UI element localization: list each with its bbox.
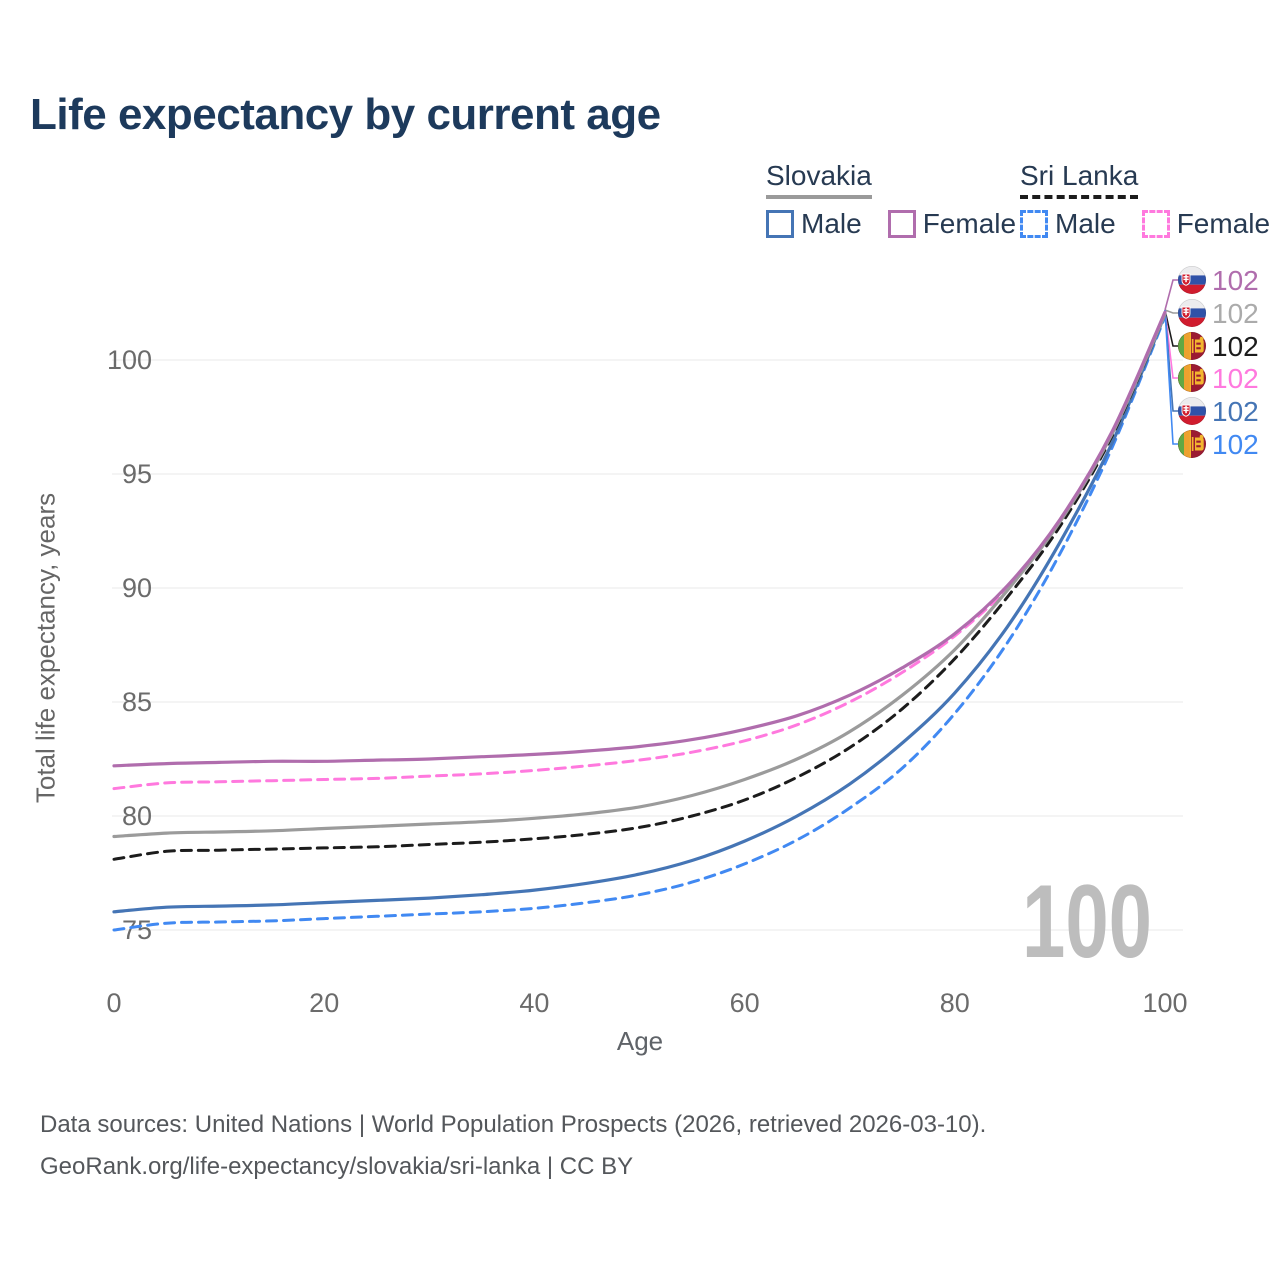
x-tick-label: 40 [519,988,549,1018]
legend-label: Female [1176,208,1271,239]
slovakia-male-swatch-icon [766,210,794,238]
legend-label: Male [1055,208,1116,239]
legend-item-sri-lanka-female: Female [1141,208,1271,240]
end-value-label: 102 [1212,429,1259,460]
footer-data-sources: Data sources: United Nations | World Pop… [40,1111,987,1138]
slovakia-flag-icon [1177,265,1207,295]
y-tick-label: 75 [122,915,152,945]
end-value-label: 102 [1212,265,1259,296]
end-label-leader [1164,309,1178,379]
y-tick-label: 85 [122,687,152,717]
legend-label: Male [801,208,862,239]
series-line-slovakia-female [112,310,1167,768]
legend-item-slovakia-male: Male [766,208,862,240]
legend-item-sri-lanka-male: Male [1020,208,1116,240]
slovakia-female-swatch-icon [887,210,916,238]
legend-country-slovakia: Slovakia [766,160,872,199]
y-axis-title: Total life expectancy, years [30,492,61,804]
end-value-label: 102 [1212,396,1259,427]
end-label-leader [1164,309,1178,347]
end-label-leader [1164,309,1178,314]
slovakia-flag-icon [1177,298,1207,328]
end-value-label: 102 [1212,298,1259,329]
x-tick-label: 20 [309,988,339,1018]
end-value-label: 102 [1212,363,1259,394]
legend-label: Female [922,208,1017,239]
series-line-slovakia-male [112,312,1167,914]
series-line-sri-lanka [112,312,1167,861]
footer: Data sources: United Nations | World Pop… [40,1104,986,1188]
legend-group-sri-lanka: Sri Lanka Male Female [1020,160,1270,240]
end-label-leader [1164,279,1178,311]
legend-items-slovakia: Male Female [766,208,1016,240]
legend-group-slovakia: Slovakia Male Female [766,160,1016,240]
series-line-sri-lanka-female [112,310,1167,791]
legend-country-sri-lanka: Sri Lanka [1020,160,1139,199]
end-value-label: 102 [1212,331,1259,362]
legend-items-sri-lanka: Male Female [1020,208,1270,240]
series-line-sri-lanka-male [112,315,1167,932]
y-tick-label: 80 [122,801,152,831]
x-axis-title: Age [616,1026,664,1056]
sri-lanka-male-swatch-icon [1020,210,1048,238]
sri-lanka-female-swatch-icon [1141,210,1170,238]
y-tick-label: 95 [122,459,152,489]
page-title: Life expectancy by current age [30,90,661,139]
legend-item-slovakia-female: Female [887,208,1017,240]
x-tick-label: 80 [940,988,970,1018]
series-line-slovakia [112,312,1167,839]
watermark-label: 100 [1022,864,1152,980]
sri-lanka-flag-icon [1177,363,1207,393]
sri-lanka-flag-icon [1177,429,1207,459]
x-tick-label: 100 [1142,988,1187,1018]
x-tick-label: 0 [106,988,121,1018]
footer-attribution: GeoRank.org/life-expectancy/slovakia/sri… [40,1153,634,1180]
y-tick-label: 90 [122,573,152,603]
end-label-leader [1164,309,1178,445]
sri-lanka-flag-icon [1177,331,1207,361]
y-tick-label: 100 [107,345,152,375]
x-tick-label: 60 [730,988,760,1018]
slovakia-flag-icon [1177,396,1207,426]
